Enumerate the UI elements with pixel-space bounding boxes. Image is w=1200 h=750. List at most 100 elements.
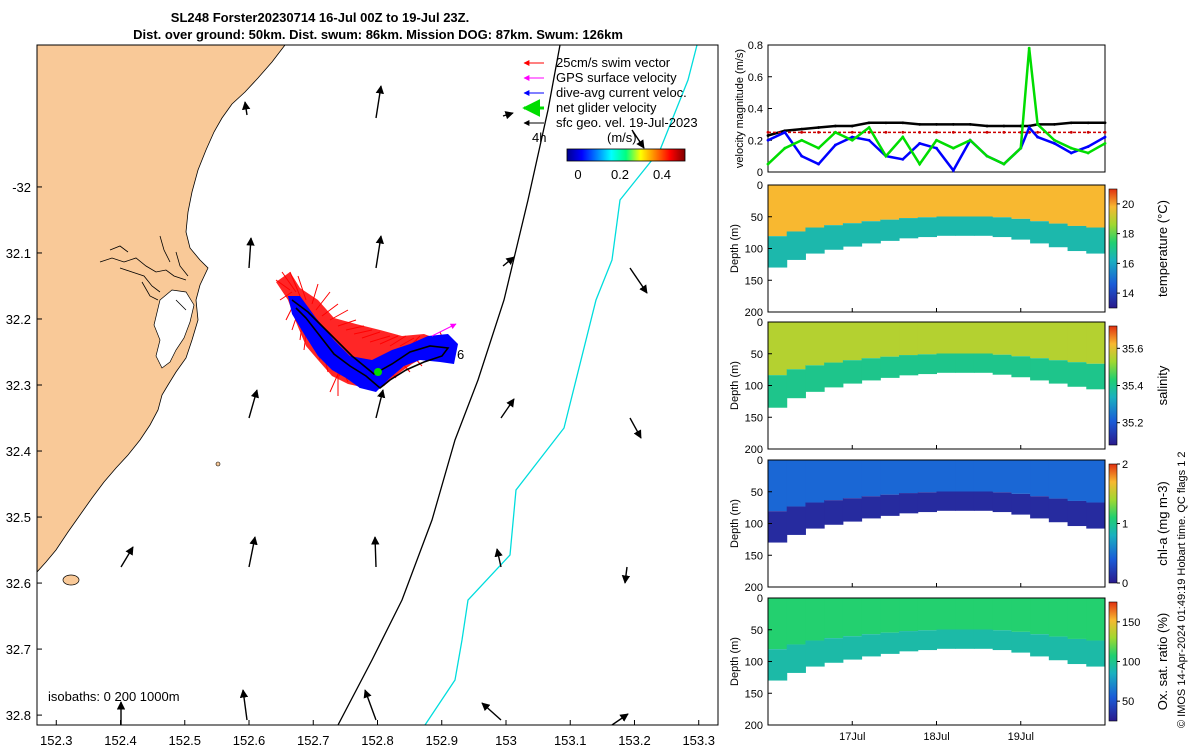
section-colorbar-tick-label: 35.2	[1122, 418, 1143, 430]
velocity-data-point	[951, 169, 955, 172]
section-upper-cell	[861, 598, 881, 635]
geo-vector-arrow	[248, 389, 259, 419]
section-lower-cell	[861, 358, 881, 381]
geo-vector-arrow	[611, 713, 629, 725]
velocity-data-point	[1036, 135, 1039, 139]
velocity-data-point	[985, 130, 989, 134]
velocity-data-point	[817, 146, 820, 150]
section-y-tick-label: 100	[745, 519, 763, 531]
legend-sfc-geo-label: sfc geo. vel. 19-Jul-2023	[556, 115, 698, 130]
map-x-tick-label: 152.3	[40, 733, 73, 748]
geo-vector-arrow	[494, 548, 503, 568]
map-legend: 25cm/s swim vector GPS surface velocity …	[522, 55, 698, 130]
section-lower-cell	[824, 638, 844, 663]
net-velocity-marker	[374, 368, 382, 376]
section-lower-cell	[973, 629, 994, 649]
velocity-data-point	[867, 130, 871, 134]
section-upper-cell	[1086, 185, 1106, 228]
geo-vector-arrow	[375, 389, 386, 419]
section-lower-cell	[1011, 218, 1031, 240]
velocity-data-point	[766, 130, 770, 134]
section-upper-cell	[1067, 185, 1087, 226]
section-upper-cell	[805, 598, 825, 641]
section-upper-cell	[861, 460, 881, 497]
section-upper-cell	[1011, 322, 1031, 357]
section-upper-cell	[973, 185, 994, 217]
velocity-data-point	[800, 130, 804, 134]
map-y-tick-label: 32.3	[6, 378, 31, 393]
section-upper-cell	[1030, 460, 1050, 497]
section-lower-cell	[899, 493, 919, 514]
section-upper-cell	[786, 460, 806, 507]
section-upper-cell	[1030, 598, 1050, 635]
section-upper-cell	[1048, 322, 1069, 361]
velocity-data-point	[884, 121, 888, 125]
legend-dive-avg-label: dive-avg current veloc.	[556, 85, 687, 100]
velocity-data-point	[800, 154, 804, 158]
section-lower-cell	[1048, 636, 1069, 661]
velocity-data-point	[1069, 151, 1073, 155]
section-y-axis-label: Depth (m)	[729, 361, 741, 410]
section-y-tick-label: 0	[757, 317, 763, 329]
section-lower-cell	[1067, 638, 1087, 665]
velocity-data-point	[834, 143, 837, 147]
velocity-data-point	[867, 121, 871, 125]
velocity-data-point	[1053, 122, 1056, 126]
section-y-tick-label: 150	[745, 688, 763, 700]
geo-vector-arrow	[500, 398, 515, 419]
velocity-data-point	[985, 124, 989, 128]
section-upper-cell	[1086, 598, 1106, 641]
section-lower-cell	[1067, 362, 1087, 387]
section-upper-cell	[768, 598, 788, 650]
map-x-tick-label: 153.3	[682, 733, 715, 748]
map-y-tick-label: 32.5	[6, 510, 31, 525]
velocity-data-point	[901, 135, 905, 139]
velocity-data-point	[1019, 146, 1023, 150]
section-upper-cell	[955, 322, 975, 354]
map-y-tick-label: 32.8	[6, 708, 31, 723]
velocity-data-point	[766, 138, 770, 142]
section-upper-cell	[842, 185, 863, 224]
section-upper-cell	[917, 185, 937, 218]
velocity-data-point	[1002, 130, 1006, 134]
section-colorbar	[1108, 188, 1118, 309]
map-x-tick-label: 152.5	[168, 733, 201, 748]
velocity-data-point	[901, 121, 905, 125]
section-lower-cell	[973, 216, 994, 236]
section-lower-cell	[786, 231, 806, 260]
section-upper-cell	[1048, 598, 1069, 637]
velocity-data-point	[935, 146, 938, 150]
velocity-data-point	[1069, 146, 1073, 150]
velocity-data-point	[901, 157, 905, 161]
velocity-data-point	[901, 130, 905, 134]
section-upper-cell	[786, 185, 806, 232]
section-lower-cell	[786, 506, 806, 535]
speed-colorbar: 4h (m/s) 0 0.2 0.4	[532, 130, 686, 182]
section-lower-cell	[1011, 631, 1031, 653]
section-y-tick-label: 200	[745, 444, 763, 456]
section-y-tick-label: 100	[745, 244, 763, 256]
section-lower-cell	[917, 354, 937, 375]
velocity-data-point	[766, 162, 770, 166]
section-lower-cell	[1030, 358, 1050, 381]
dive-avg-current	[288, 296, 458, 392]
velocity-data-point	[800, 127, 804, 131]
section-lower-cell	[824, 225, 844, 250]
map-panel: 6 isobaths: 0 200 1000m 152.3 152.4 152.5 1…	[6, 44, 719, 748]
section-lower-cell	[768, 375, 788, 408]
section-upper-cell	[880, 598, 900, 633]
section-upper-cell	[1067, 460, 1087, 501]
velocity-data-point	[1053, 138, 1056, 142]
section-lower-cell	[861, 496, 881, 519]
section-upper-cell	[1030, 322, 1050, 359]
section-lower-cell	[861, 221, 881, 244]
velocity-data-point	[951, 130, 955, 134]
velocity-data-point	[834, 124, 837, 128]
isobath-200m	[337, 45, 561, 725]
section-upper-cell	[786, 598, 806, 645]
section-upper-cell	[861, 322, 881, 359]
geo-vector-arrow	[502, 256, 515, 267]
geo-vector-arrow	[375, 85, 384, 119]
section-lower-cell	[973, 353, 994, 373]
map-y-tick-label: 32.7	[6, 642, 31, 657]
